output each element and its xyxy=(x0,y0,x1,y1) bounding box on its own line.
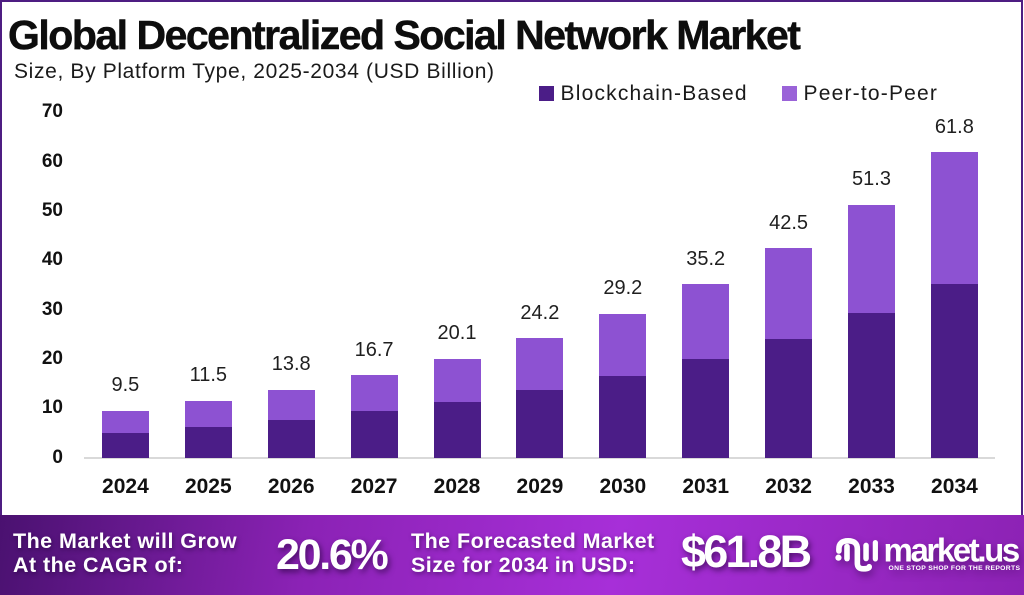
svg-text:ONE STOP SHOP FOR THE REPORTS: ONE STOP SHOP FOR THE REPORTS xyxy=(889,565,1022,572)
svg-text:market.us: market.us xyxy=(884,532,1019,569)
